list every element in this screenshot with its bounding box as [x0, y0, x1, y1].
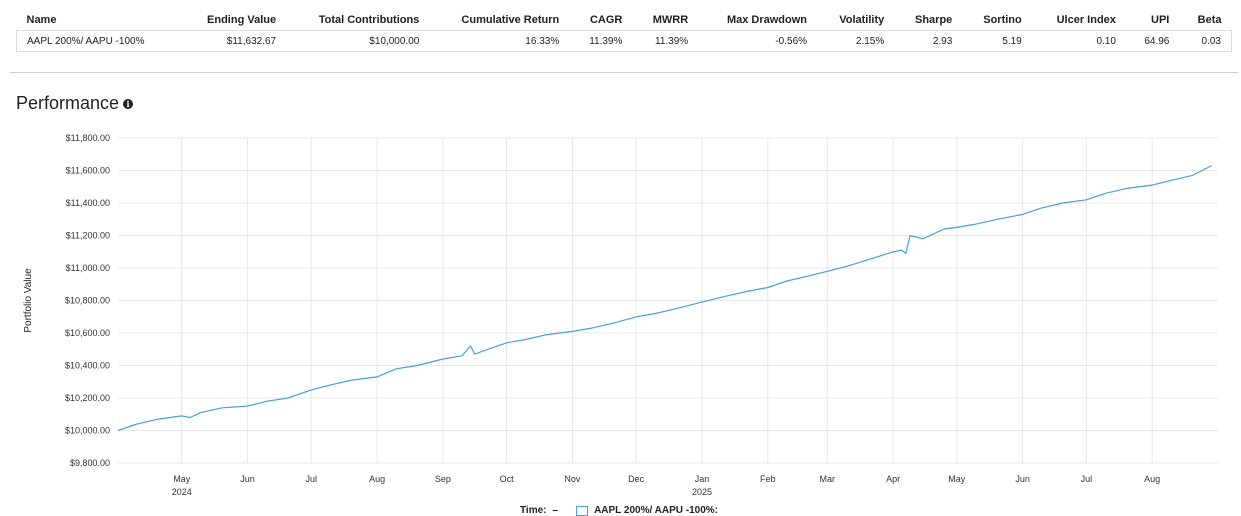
col-cagr[interactable]: CAGR [569, 10, 633, 31]
legend-time-value: – [552, 505, 559, 516]
x-tick-label: Nov [564, 474, 581, 484]
cell-ending-value: $11,632.67 [180, 30, 287, 52]
col-ulcer-index[interactable]: Ulcer Index [1031, 10, 1126, 31]
col-volatility[interactable]: Volatility [817, 10, 895, 31]
x-tick-label: Mar [820, 474, 836, 484]
cell-beta: 0.03 [1179, 30, 1233, 52]
cell-sortino: 5.19 [962, 30, 1032, 52]
y-tick-label: $11,800.00 [66, 133, 110, 143]
col-max-drawdown[interactable]: Max Drawdown [698, 10, 818, 31]
x-tick-label: Aug [1144, 474, 1160, 484]
info-circle-icon[interactable]: i [123, 98, 134, 109]
performance-chart[interactable]: $9,800.00 $10,000.00 $10,200.00 $10,400.00 $… [0, 120, 1241, 505]
summary-table: Name Ending Value Total Contributions Cu… [16, 10, 1233, 52]
x-tick-label: Jul [1081, 474, 1093, 484]
col-mwrr[interactable]: MWRR [632, 10, 699, 31]
cell-mwrr: 11.39% [632, 30, 699, 52]
col-ending-value[interactable]: Ending Value [180, 10, 287, 31]
cell-max-drawdown: -0.56% [698, 30, 818, 52]
y-tick-label: $11,200.00 [66, 231, 110, 241]
x-tick-label: Dec [628, 474, 645, 484]
legend-series-swatch[interactable] [576, 505, 589, 516]
x-tick-label: Feb [760, 474, 776, 484]
cell-name: AAPL 200%/ AAPU -100% [16, 30, 181, 52]
summary-header-row: Name Ending Value Total Contributions Cu… [16, 10, 1232, 31]
col-name[interactable]: Name [16, 10, 181, 31]
col-upi[interactable]: UPI [1125, 10, 1180, 31]
cell-volatility: 2.15% [817, 30, 895, 52]
y-tick-label: $10,000.00 [65, 426, 110, 436]
y-tick-label: $11,600.00 [66, 166, 110, 176]
x-tick-year-label: 2025 [692, 487, 712, 497]
x-tick-label: Jun [240, 474, 255, 484]
x-tick-label: Oct [500, 474, 515, 484]
series-line[interactable] [117, 165, 1212, 432]
y-tick-label: $10,400.00 [65, 361, 110, 371]
x-tick-label: Jan [695, 474, 710, 484]
col-total-contributions[interactable]: Total Contributions [286, 10, 430, 31]
cell-ulcer-index: 0.10 [1031, 30, 1126, 52]
section-divider [10, 72, 1238, 73]
cell-cagr: 11.39% [569, 30, 633, 52]
performance-title: Performance [16, 93, 120, 113]
x-tick-label: Sep [435, 474, 451, 484]
x-tick-label: May [173, 474, 191, 484]
col-beta[interactable]: Beta [1179, 10, 1232, 31]
col-cumulative-return[interactable]: Cumulative Return [429, 10, 570, 31]
cell-cumulative-return: 16.33% [429, 30, 570, 52]
x-tick-label: Jul [305, 474, 317, 484]
x-tick-label: Apr [886, 474, 900, 484]
legend-time-label: Time: [520, 505, 547, 516]
y-tick-label: $10,800.00 [65, 296, 110, 306]
x-tick-label: Jun [1015, 474, 1030, 484]
y-tick-label: $9,800.00 [70, 458, 110, 468]
cell-sharpe: 2.93 [894, 30, 963, 52]
y-tick-label: $10,600.00 [65, 328, 110, 338]
x-tick-year-label: 2024 [172, 487, 192, 497]
y-tick-label: $11,400.00 [66, 198, 110, 208]
chart-legend: Time: – AAPL 200%/ AAPU -100%: [520, 505, 718, 516]
y-axis-label: Portfolio Value [23, 268, 34, 333]
performance-heading: Performance i [16, 93, 134, 114]
x-tick-label: May [948, 474, 966, 484]
y-tick-label: $11,000.00 [66, 263, 110, 273]
y-tick-label: $10,200.00 [65, 393, 110, 403]
table-row: AAPL 200%/ AAPU -100% $11,632.67 $10,000… [16, 30, 1233, 52]
legend-series-label[interactable]: AAPL 200%/ AAPU -100%: [594, 505, 718, 516]
cell-upi: 64.96 [1125, 30, 1180, 52]
col-sharpe[interactable]: Sharpe [894, 10, 963, 31]
cell-total-contributions: $10,000.00 [286, 30, 430, 52]
x-tick-label: Aug [369, 474, 385, 484]
col-sortino[interactable]: Sortino [962, 10, 1032, 31]
